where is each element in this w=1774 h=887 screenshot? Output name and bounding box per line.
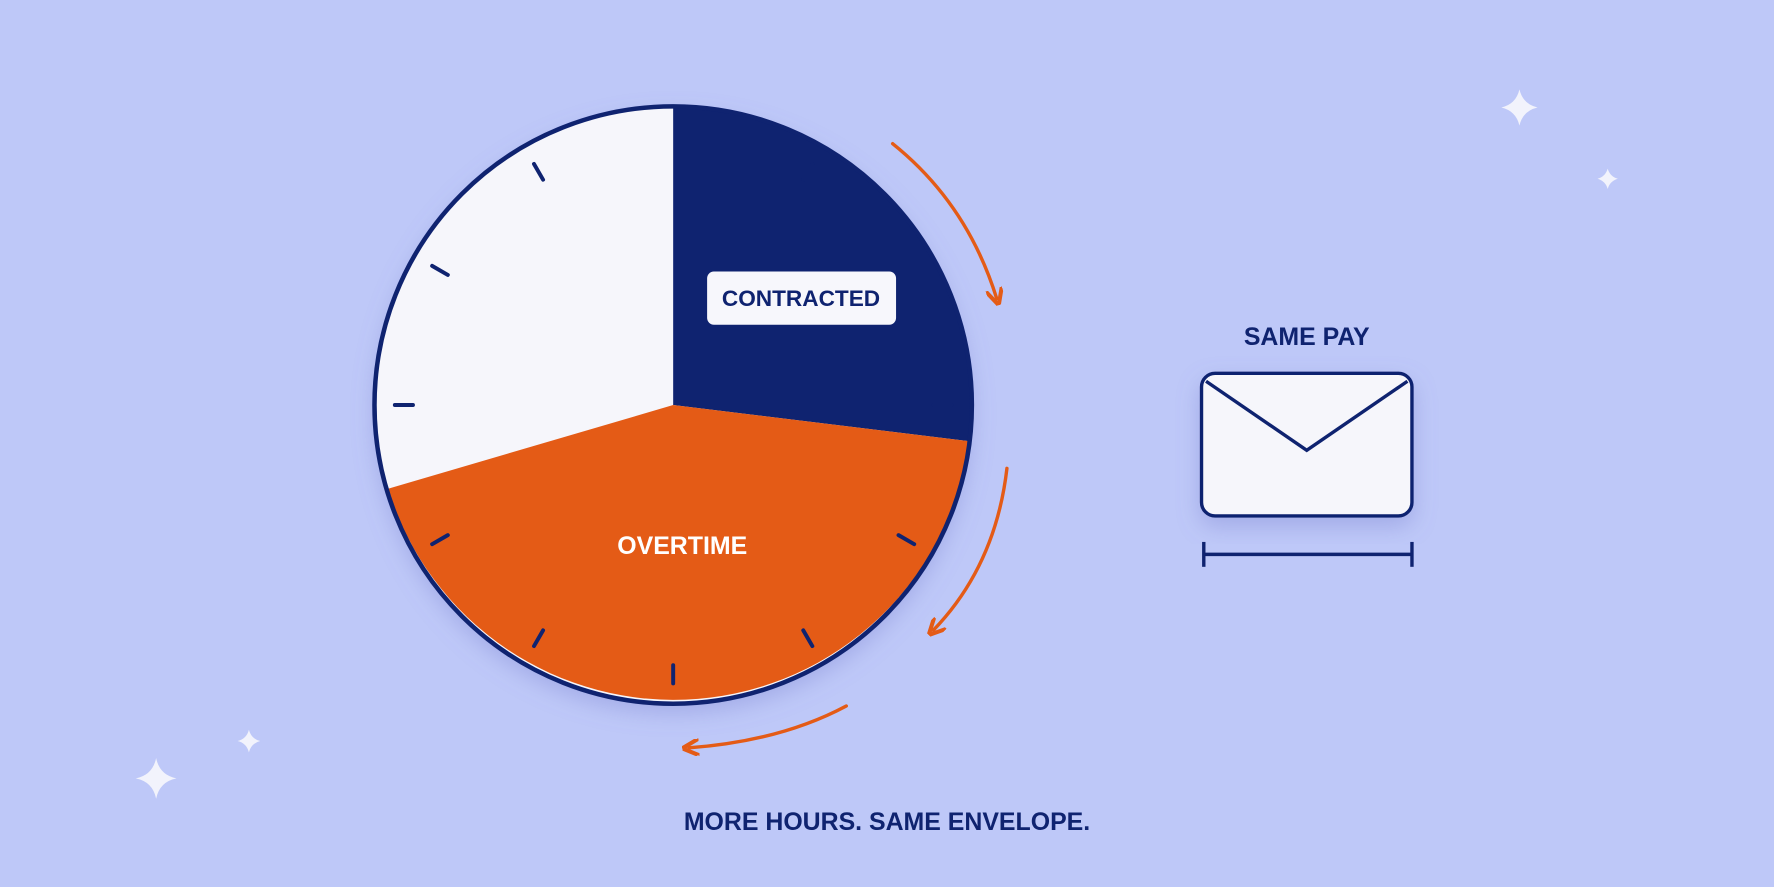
sparkles: [135, 89, 1618, 799]
tick: [532, 162, 546, 182]
envelope-flap: [1205, 379, 1409, 453]
clock-rim: [372, 104, 975, 706]
tagline: MORE HOURS. SAME ENVELOPE.: [684, 808, 1090, 836]
label-box: [707, 271, 897, 325]
contracted-label: CONTRACTED: [722, 286, 880, 311]
arrows: [689, 141, 1009, 748]
clock-ticks: [392, 162, 954, 686]
tick: [801, 628, 815, 649]
tick: [430, 263, 450, 277]
envelope-caption: SAME PAY: [1244, 323, 1370, 351]
tick: [801, 162, 815, 182]
overtime-label: OVERTIME: [617, 532, 747, 560]
width-bar: [1202, 541, 1414, 567]
tick: [430, 533, 450, 547]
envelope: [1199, 371, 1414, 518]
tick: [896, 533, 917, 547]
tick: [532, 628, 546, 649]
overtime-segment: [388, 405, 970, 700]
